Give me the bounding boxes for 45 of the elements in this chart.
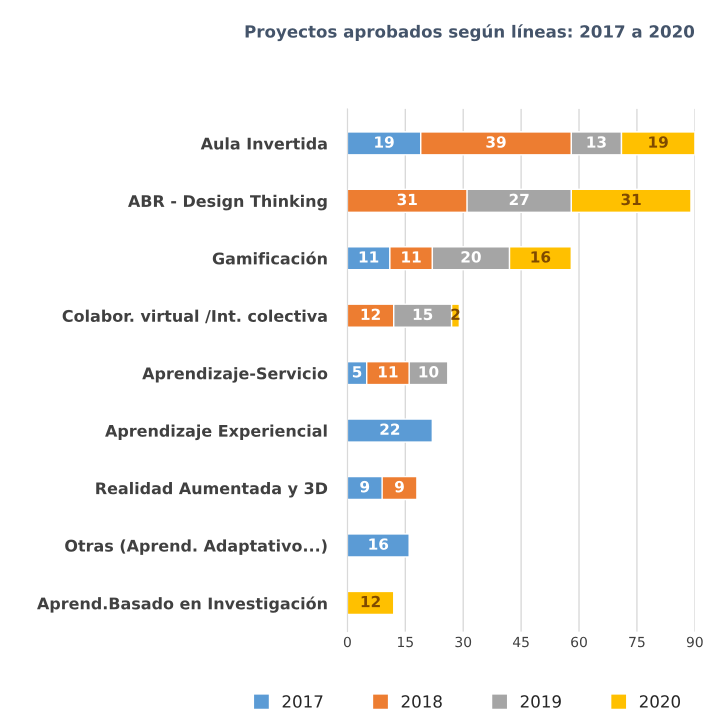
data-label: 11 <box>379 366 398 378</box>
y-tick-label: Aula Invertida <box>200 137 327 150</box>
data-label: 19 <box>649 136 668 148</box>
y-tick-label: Realidad Aumentada y 3D <box>96 482 328 498</box>
y-tick-label: Colabor. virtual /Int. colectiva <box>62 310 327 324</box>
legend-label: 2017 <box>282 695 322 708</box>
x-tick-label: 15 <box>398 636 413 648</box>
x-tick-label: 75 <box>629 636 645 648</box>
x-tick-label: 30 <box>455 636 472 648</box>
y-tick-label: Aprend.Basado en Investigación <box>37 596 327 613</box>
bar <box>347 533 410 558</box>
x-tick-label: 45 <box>512 636 529 648</box>
chart-title: Proyectos aprobados según líneas: 2017 a 2020 <box>246 24 694 42</box>
data-label: 19 <box>375 136 394 148</box>
data-label: 13 <box>587 136 606 148</box>
legend-label: 2019 <box>520 695 561 708</box>
data-label: 31 <box>622 194 641 206</box>
bar <box>347 590 394 616</box>
data-label: 5 <box>352 366 362 378</box>
y-tick-label: Otras (Aprend. Adaptativo...) <box>65 539 327 555</box>
data-label: 9 <box>360 480 370 492</box>
data-label: 10 <box>420 366 438 378</box>
x-tick-label: 0 <box>344 636 351 648</box>
legend-label: 2018 <box>402 695 442 708</box>
x-tick-label: 60 <box>571 636 587 648</box>
data-label: 16 <box>369 538 388 550</box>
data-label: 9 <box>394 480 404 492</box>
data-label: 11 <box>402 251 421 262</box>
data-label: 27 <box>510 194 529 206</box>
data-label: 16 <box>532 251 550 263</box>
data-label: 22 <box>380 423 400 435</box>
x-tick-label: 90 <box>686 636 703 648</box>
y-tick-label: Gamificación <box>212 252 327 265</box>
y-tick-label: Aprendizaje-Servicio <box>142 367 328 383</box>
data-label: 15 <box>414 308 432 320</box>
data-label: 20 <box>462 251 481 263</box>
data-label: 12 <box>362 596 380 608</box>
data-label: 11 <box>360 251 378 262</box>
data-label: 12 <box>362 308 380 320</box>
data-label: 31 <box>398 194 417 206</box>
y-tick-label: ABR - Design Thinking <box>128 194 327 210</box>
data-label: 39 <box>486 136 506 148</box>
legend-label: 2020 <box>640 695 680 708</box>
y-tick-label: Aprendizaje Experiencial <box>105 424 327 440</box>
bar <box>347 418 434 443</box>
